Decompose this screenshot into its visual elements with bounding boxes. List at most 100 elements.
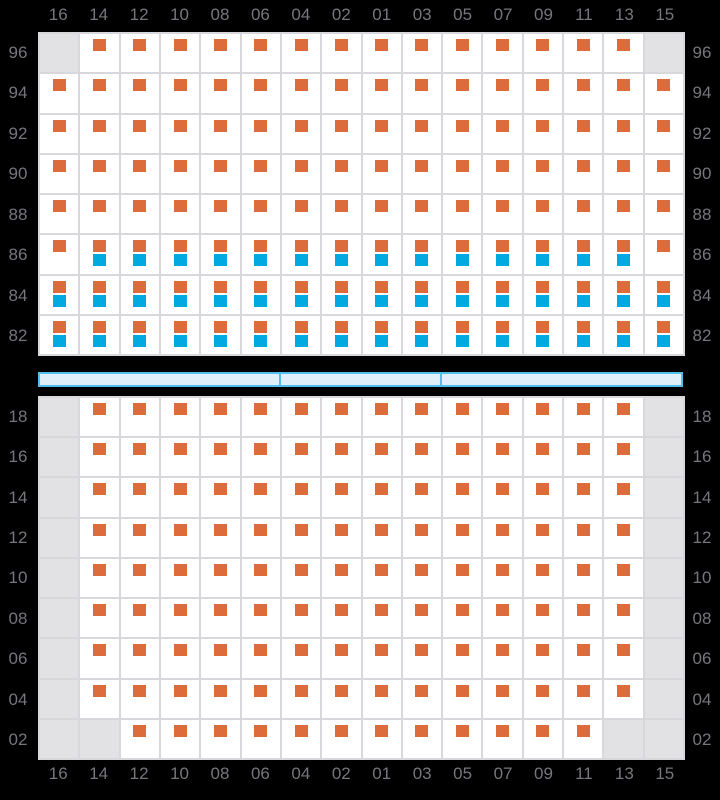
upper-cell-96-09[interactable] (523, 34, 563, 73)
lower-cell-10-05[interactable] (443, 558, 482, 598)
lower-cell-10-11[interactable] (564, 558, 603, 598)
lower-cell-14-08[interactable] (201, 478, 240, 517)
upper-cell-82-08[interactable] (201, 315, 240, 354)
upper-cell-82-05[interactable] (443, 315, 482, 354)
upper-cell-84-14[interactable] (80, 275, 119, 314)
lower-cell-12-08[interactable] (201, 518, 240, 557)
upper-cell-92-03[interactable] (402, 114, 442, 153)
lower-cell-02-11[interactable] (564, 719, 603, 758)
upper-cell-96-08[interactable] (201, 34, 240, 73)
lower-cell-12-11[interactable] (564, 518, 603, 557)
upper-cell-94-01[interactable] (362, 74, 401, 113)
upper-cell-82-02[interactable] (322, 315, 361, 354)
upper-cell-84-03[interactable] (402, 275, 442, 314)
upper-cell-82-09[interactable] (523, 315, 563, 354)
upper-cell-86-08[interactable] (201, 235, 240, 274)
lower-cell-04-13[interactable] (604, 679, 643, 718)
upper-cell-90-08[interactable] (201, 154, 240, 193)
lower-cell-08-03[interactable] (402, 599, 442, 638)
lower-cell-12-03[interactable] (402, 518, 442, 557)
lower-cell-08-11[interactable] (564, 599, 603, 638)
upper-cell-90-14[interactable] (80, 154, 119, 193)
upper-cell-84-02[interactable] (322, 275, 361, 314)
lower-cell-08-06[interactable] (241, 599, 280, 638)
lower-cell-12-13[interactable] (604, 518, 643, 557)
upper-cell-88-11[interactable] (564, 195, 603, 234)
upper-cell-82-12[interactable] (120, 315, 159, 354)
upper-cell-94-02[interactable] (322, 74, 361, 113)
lower-cell-02-06[interactable] (241, 719, 280, 758)
lower-cell-08-05[interactable] (443, 599, 482, 638)
upper-cell-94-15[interactable] (644, 74, 683, 113)
upper-cell-86-12[interactable] (120, 235, 159, 274)
lower-cell-04-03[interactable] (402, 679, 442, 718)
upper-cell-90-13[interactable] (604, 154, 643, 193)
lower-cell-16-14[interactable] (80, 438, 119, 477)
upper-cell-92-16[interactable] (40, 114, 79, 153)
lower-cell-04-02[interactable] (322, 679, 361, 718)
upper-cell-84-12[interactable] (120, 275, 159, 314)
upper-cell-82-10[interactable] (160, 315, 200, 354)
upper-cell-96-13[interactable] (604, 34, 643, 73)
lower-cell-06-12[interactable] (120, 639, 159, 678)
upper-cell-92-12[interactable] (120, 114, 159, 153)
upper-cell-96-06[interactable] (241, 34, 280, 73)
lower-cell-02-04[interactable] (281, 719, 321, 758)
upper-cell-88-10[interactable] (160, 195, 200, 234)
lower-cell-04-12[interactable] (120, 679, 159, 718)
lower-cell-10-02[interactable] (322, 558, 361, 598)
upper-cell-84-11[interactable] (564, 275, 603, 314)
upper-cell-90-04[interactable] (281, 154, 321, 193)
upper-cell-94-08[interactable] (201, 74, 240, 113)
lower-cell-06-14[interactable] (80, 639, 119, 678)
upper-cell-84-05[interactable] (443, 275, 482, 314)
upper-cell-84-15[interactable] (644, 275, 683, 314)
lower-cell-12-12[interactable] (120, 518, 159, 557)
upper-cell-90-10[interactable] (160, 154, 200, 193)
lower-cell-14-07[interactable] (483, 478, 522, 517)
upper-cell-90-05[interactable] (443, 154, 482, 193)
upper-cell-86-02[interactable] (322, 235, 361, 274)
lower-cell-18-01[interactable] (362, 398, 401, 437)
lower-cell-14-01[interactable] (362, 478, 401, 517)
upper-cell-84-07[interactable] (483, 275, 522, 314)
upper-cell-90-07[interactable] (483, 154, 522, 193)
lower-cell-12-01[interactable] (362, 518, 401, 557)
upper-cell-86-04[interactable] (281, 235, 321, 274)
lower-cell-12-07[interactable] (483, 518, 522, 557)
upper-cell-96-07[interactable] (483, 34, 522, 73)
upper-cell-92-13[interactable] (604, 114, 643, 153)
lower-cell-06-07[interactable] (483, 639, 522, 678)
lower-cell-08-10[interactable] (160, 599, 200, 638)
upper-cell-88-04[interactable] (281, 195, 321, 234)
lower-cell-08-01[interactable] (362, 599, 401, 638)
lower-cell-02-03[interactable] (402, 719, 442, 758)
upper-cell-82-07[interactable] (483, 315, 522, 354)
lower-cell-04-11[interactable] (564, 679, 603, 718)
lower-cell-04-01[interactable] (362, 679, 401, 718)
lower-cell-14-13[interactable] (604, 478, 643, 517)
lower-cell-02-09[interactable] (523, 719, 563, 758)
lower-cell-08-14[interactable] (80, 599, 119, 638)
lower-cell-04-09[interactable] (523, 679, 563, 718)
upper-cell-96-10[interactable] (160, 34, 200, 73)
upper-cell-86-14[interactable] (80, 235, 119, 274)
upper-cell-88-03[interactable] (402, 195, 442, 234)
upper-cell-84-01[interactable] (362, 275, 401, 314)
lower-cell-14-03[interactable] (402, 478, 442, 517)
lower-cell-02-08[interactable] (201, 719, 240, 758)
upper-cell-92-07[interactable] (483, 114, 522, 153)
upper-cell-82-16[interactable] (40, 315, 79, 354)
upper-cell-82-14[interactable] (80, 315, 119, 354)
upper-cell-94-05[interactable] (443, 74, 482, 113)
upper-cell-94-10[interactable] (160, 74, 200, 113)
upper-cell-96-14[interactable] (80, 34, 119, 73)
upper-cell-94-03[interactable] (402, 74, 442, 113)
lower-cell-16-11[interactable] (564, 438, 603, 477)
lower-cell-08-12[interactable] (120, 599, 159, 638)
upper-cell-84-16[interactable] (40, 275, 79, 314)
lower-cell-14-05[interactable] (443, 478, 482, 517)
lower-cell-14-12[interactable] (120, 478, 159, 517)
lower-cell-10-03[interactable] (402, 558, 442, 598)
upper-cell-96-12[interactable] (120, 34, 159, 73)
